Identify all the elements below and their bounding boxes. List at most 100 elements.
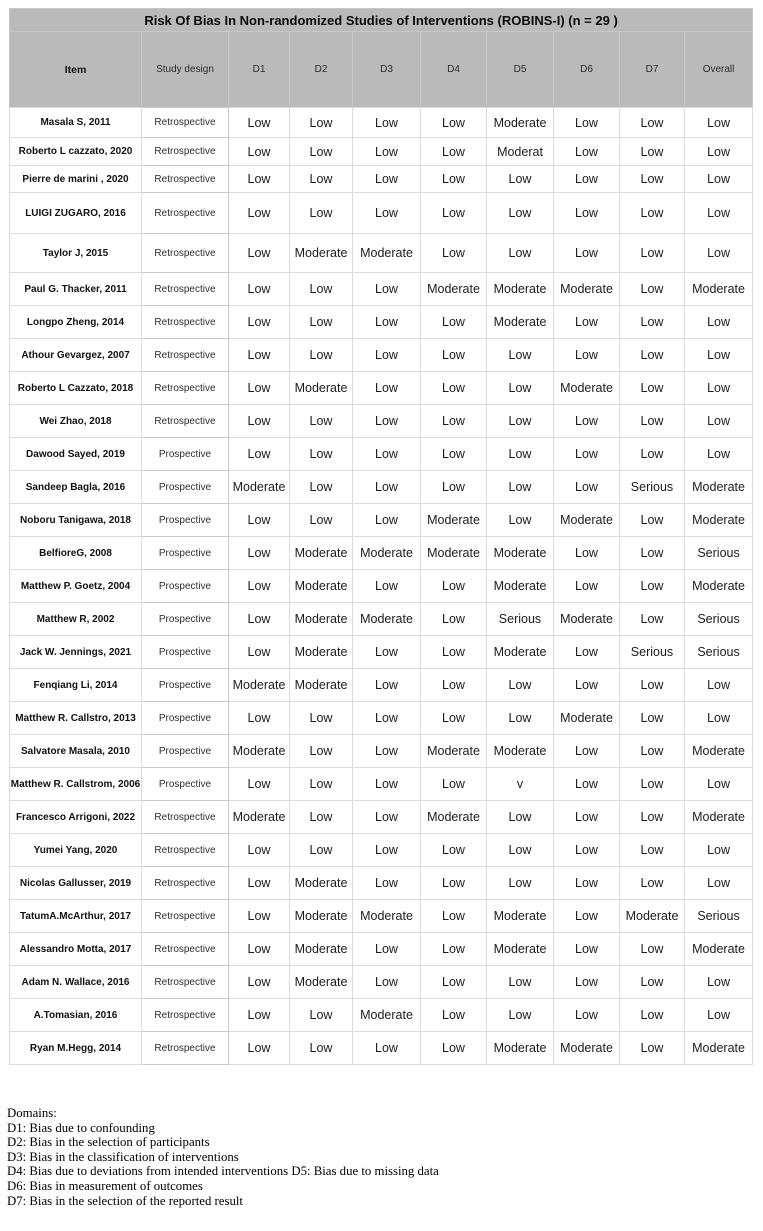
rating-d4: Moderate [420, 536, 487, 570]
study-design: Retrospective [141, 233, 229, 273]
study-item: TatumA.McArthur, 2017 [9, 899, 142, 933]
study-design: Prospective [141, 437, 229, 471]
rating-d5: Moderate [486, 107, 554, 138]
table-row: Matthew P. Goetz, 2004 Prospective Low Mode… [9, 569, 754, 603]
table-row: Noboru Tanigawa, 2018 Prospective Low Low Lo… [9, 503, 754, 537]
study-item: Pierre de marini , 2020 [9, 165, 142, 193]
rating-d3: Low [352, 192, 421, 234]
rating-d3: Low [352, 932, 421, 966]
study-item: Athour Gevargez, 2007 [9, 338, 142, 372]
rating-d5: Low [486, 701, 554, 735]
robins-table-figure: Risk Of Bias In Non-randomized Studies o… [9, 8, 754, 1065]
rating-d5: Moderate [486, 1031, 554, 1065]
rating-d3: Low [352, 866, 421, 900]
domain-definition-d6: D6: Bias in measurement of outcomes [7, 1178, 203, 1193]
study-design: Prospective [141, 470, 229, 504]
study-item: Yumei Yang, 2020 [9, 833, 142, 867]
rating-d1: Moderate [228, 470, 290, 504]
rating-d3: Low [352, 635, 421, 669]
rating-d1: Low [228, 305, 290, 339]
rating-d7: Low [619, 371, 685, 405]
rating-d2: Moderate [289, 866, 353, 900]
rating-d4: Low [420, 137, 487, 166]
rating-d2: Low [289, 338, 353, 372]
rating-d4: Low [420, 899, 487, 933]
rating-d2: Low [289, 404, 353, 438]
rating-d4: Low [420, 305, 487, 339]
rating-d3: Moderate [352, 998, 421, 1032]
domain-definition-d2: D2: Bias in the selection of participant… [7, 1135, 210, 1150]
study-design: Prospective [141, 734, 229, 768]
table-row: A.Tomasian, 2016 Retrospective Low Low Moder… [9, 998, 754, 1032]
rating-d4: Moderate [420, 272, 487, 306]
rating-overall: Low [683, 137, 754, 166]
rating-d1: Low [228, 1031, 290, 1065]
rating-d5: Low [486, 470, 554, 504]
rating-d7: Low [619, 800, 685, 834]
table-row: Ryan M.Hegg, 2014 Retrospective Low Low Low L… [9, 1031, 754, 1065]
rating-overall: Moderate [683, 932, 754, 966]
rating-d2: Low [289, 1031, 353, 1065]
table-row: TatumA.McArthur, 2017 Retrospective Low Mod… [9, 899, 754, 933]
rating-overall: Low [683, 866, 754, 900]
rating-d1: Low [228, 233, 290, 273]
study-item: Adam N. Wallace, 2016 [9, 965, 142, 999]
rating-d6: Low [553, 233, 620, 273]
study-design: Retrospective [141, 965, 229, 999]
rating-d7: Low [619, 767, 685, 801]
rating-d3: Low [352, 833, 421, 867]
rating-d4: Low [420, 107, 487, 138]
rating-d5: Low [486, 338, 554, 372]
table-row: Francesco Arrigoni, 2022 Retrospective Mod… [9, 800, 754, 834]
rating-d5: Low [486, 833, 554, 867]
rating-d5: Low [486, 800, 554, 834]
rating-overall: Low [683, 233, 754, 273]
rating-d4: Low [420, 668, 487, 702]
rating-d6: Moderate [553, 503, 620, 537]
rating-d4: Low [420, 192, 487, 234]
rating-overall: Moderate [683, 503, 754, 537]
rating-d1: Low [228, 437, 290, 471]
study-item: Jack W. Jennings, 2021 [9, 635, 142, 669]
rating-d7: Low [619, 338, 685, 372]
rating-d3: Low [352, 668, 421, 702]
rating-overall: Low [683, 192, 754, 234]
table-row: Matthew R. Callstrom, 2006 Prospective Low… [9, 767, 754, 801]
study-design: Prospective [141, 767, 229, 801]
rating-overall: Low [683, 833, 754, 867]
table-row: Nicolas Gallusser, 2019 Retrospective Low M… [9, 866, 754, 900]
study-design: Prospective [141, 569, 229, 603]
rating-d2: Low [289, 272, 353, 306]
rating-d5: Moderat [486, 137, 554, 166]
rating-d3: Moderate [352, 536, 421, 570]
domain-definition-d1: D1: Bias due to confounding [7, 1120, 155, 1135]
rating-d2: Low [289, 107, 353, 138]
rating-d5: Moderate [486, 305, 554, 339]
rating-d4: Moderate [420, 800, 487, 834]
rating-d5: Low [486, 965, 554, 999]
study-design: Retrospective [141, 800, 229, 834]
rating-d4: Low [420, 404, 487, 438]
rating-d2: Low [289, 833, 353, 867]
rating-d7: Serious [619, 635, 685, 669]
rating-d6: Low [553, 833, 620, 867]
rating-overall: Moderate [683, 272, 754, 306]
rating-d1: Moderate [228, 800, 290, 834]
rating-overall: Low [683, 965, 754, 999]
rating-d4: Low [420, 569, 487, 603]
table-row: Taylor J, 2015 Retrospective Low Moderate Mo… [9, 233, 754, 273]
rating-d1: Low [228, 107, 290, 138]
rating-d7: Low [619, 536, 685, 570]
study-item: Matthew R. Callstrom, 2006 [9, 767, 142, 801]
rating-d2: Moderate [289, 965, 353, 999]
rating-d4: Low [420, 338, 487, 372]
study-item: Roberto L Cazzato, 2018 [9, 371, 142, 405]
rating-d2: Moderate [289, 602, 353, 636]
rating-d7: Moderate [619, 899, 685, 933]
rating-d2: Low [289, 503, 353, 537]
rating-d7: Low [619, 437, 685, 471]
rating-d4: Low [420, 866, 487, 900]
rating-d5: Moderate [486, 734, 554, 768]
rating-d3: Low [352, 734, 421, 768]
rating-overall: Low [683, 305, 754, 339]
